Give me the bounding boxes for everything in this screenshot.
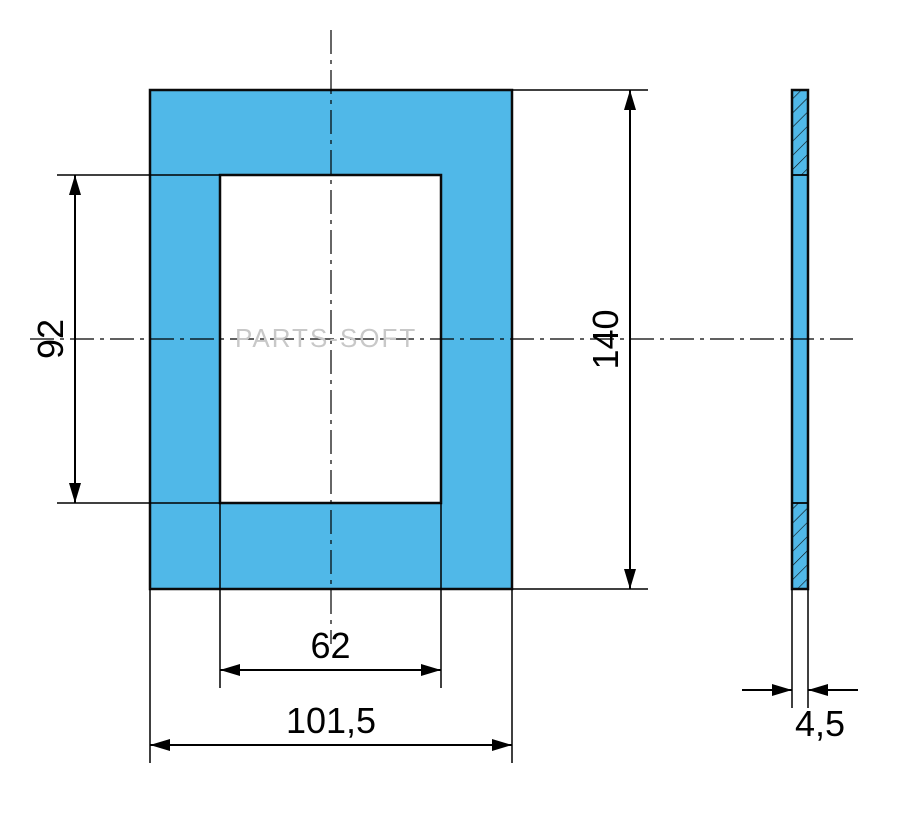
dim-arrow <box>624 569 636 589</box>
dim-arrow <box>808 684 828 696</box>
dim-label-thickness: 4,5 <box>795 703 845 744</box>
side-view-hatch-top <box>792 90 808 175</box>
technical-drawing: PARTS-SOFT 140 92 62 101,5 4,5 <box>0 0 900 820</box>
dim-arrow <box>772 684 792 696</box>
dim-arrow <box>421 664 441 676</box>
dim-arrow <box>220 664 240 676</box>
dim-arrow <box>69 175 81 195</box>
side-view-hatch-bottom <box>792 503 808 589</box>
dim-arrow <box>624 90 636 110</box>
dim-arrow <box>150 739 170 751</box>
dim-label-inner-width: 62 <box>310 625 350 666</box>
dim-label-outer-width: 101,5 <box>286 700 376 741</box>
dim-label-inner-height: 92 <box>30 319 71 359</box>
dim-arrow <box>69 483 81 503</box>
watermark-text: PARTS-SOFT <box>235 323 417 353</box>
dim-label-outer-height: 140 <box>585 309 626 369</box>
dim-arrow <box>492 739 512 751</box>
